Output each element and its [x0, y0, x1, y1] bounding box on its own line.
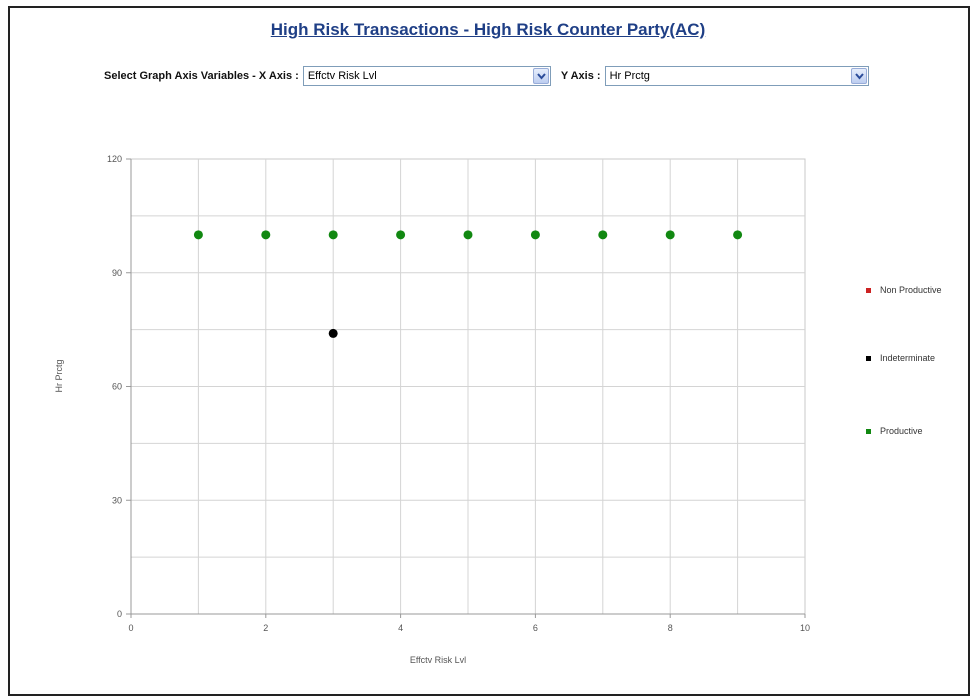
scatter-chart: 0 2 4 6 8 10 0 30 60 90 120 Non Productive Indeterm…: [54, 154, 942, 665]
data-point[interactable]: [261, 230, 271, 240]
chart-axes: [126, 158, 806, 618]
y-tick-label: 30: [112, 495, 122, 505]
y-tick-label: 120: [107, 154, 122, 164]
y-axis-select-value: Hr Prctg: [609, 70, 650, 82]
x-tick-label: 6: [533, 623, 538, 633]
chart-points: [193, 230, 743, 338]
y-tick-label: 60: [112, 382, 122, 392]
data-point[interactable]: [598, 230, 608, 240]
x-tick-label: 2: [263, 623, 268, 633]
legend-swatch: [866, 429, 871, 434]
y-tick-label: 0: [117, 609, 122, 619]
data-point[interactable]: [733, 230, 743, 240]
axis-selector-row: Select Graph Axis Variables - X Axis : E…: [104, 64, 869, 88]
chart-tick-labels: 0 2 4 6 8 10 0 30 60 90 120: [107, 154, 810, 633]
legend-label: Non Productive: [880, 285, 942, 295]
chevron-down-icon[interactable]: [850, 68, 867, 84]
x-tick-label: 10: [800, 623, 810, 633]
x-axis-prefix-label: Select Graph Axis Variables - X Axis :: [104, 70, 299, 82]
legend-swatch: [866, 356, 871, 361]
legend-swatch: [866, 288, 871, 293]
data-point[interactable]: [530, 230, 540, 240]
page-title[interactable]: High Risk Transactions - High Risk Count…: [270, 20, 706, 39]
legend-label: Productive: [880, 426, 923, 436]
x-axis-title: Effctv Risk Lvl: [410, 655, 466, 665]
data-point[interactable]: [328, 230, 338, 240]
chart-legend: Non Productive Indeterminate Productive: [866, 285, 942, 436]
data-point[interactable]: [463, 230, 473, 240]
x-axis-select[interactable]: Effctv Risk Lvl: [302, 66, 551, 86]
legend-label: Indeterminate: [880, 353, 935, 363]
y-axis-select[interactable]: Hr Prctg: [604, 66, 869, 86]
y-axis-label: Y Axis :: [560, 70, 601, 82]
data-point[interactable]: [665, 230, 675, 240]
x-tick-label: 4: [398, 623, 403, 633]
x-tick-label: 8: [668, 623, 673, 633]
chevron-down-icon[interactable]: [532, 68, 549, 84]
x-axis-select-value: Effctv Risk Lvl: [307, 70, 377, 82]
data-point[interactable]: [193, 230, 203, 240]
y-tick-label: 90: [112, 268, 122, 278]
y-axis-title: Hr Prctg: [54, 359, 64, 392]
x-tick-label: 0: [128, 623, 133, 633]
data-point[interactable]: [396, 230, 406, 240]
data-point[interactable]: [328, 328, 338, 338]
chart-grid: [130, 158, 806, 615]
